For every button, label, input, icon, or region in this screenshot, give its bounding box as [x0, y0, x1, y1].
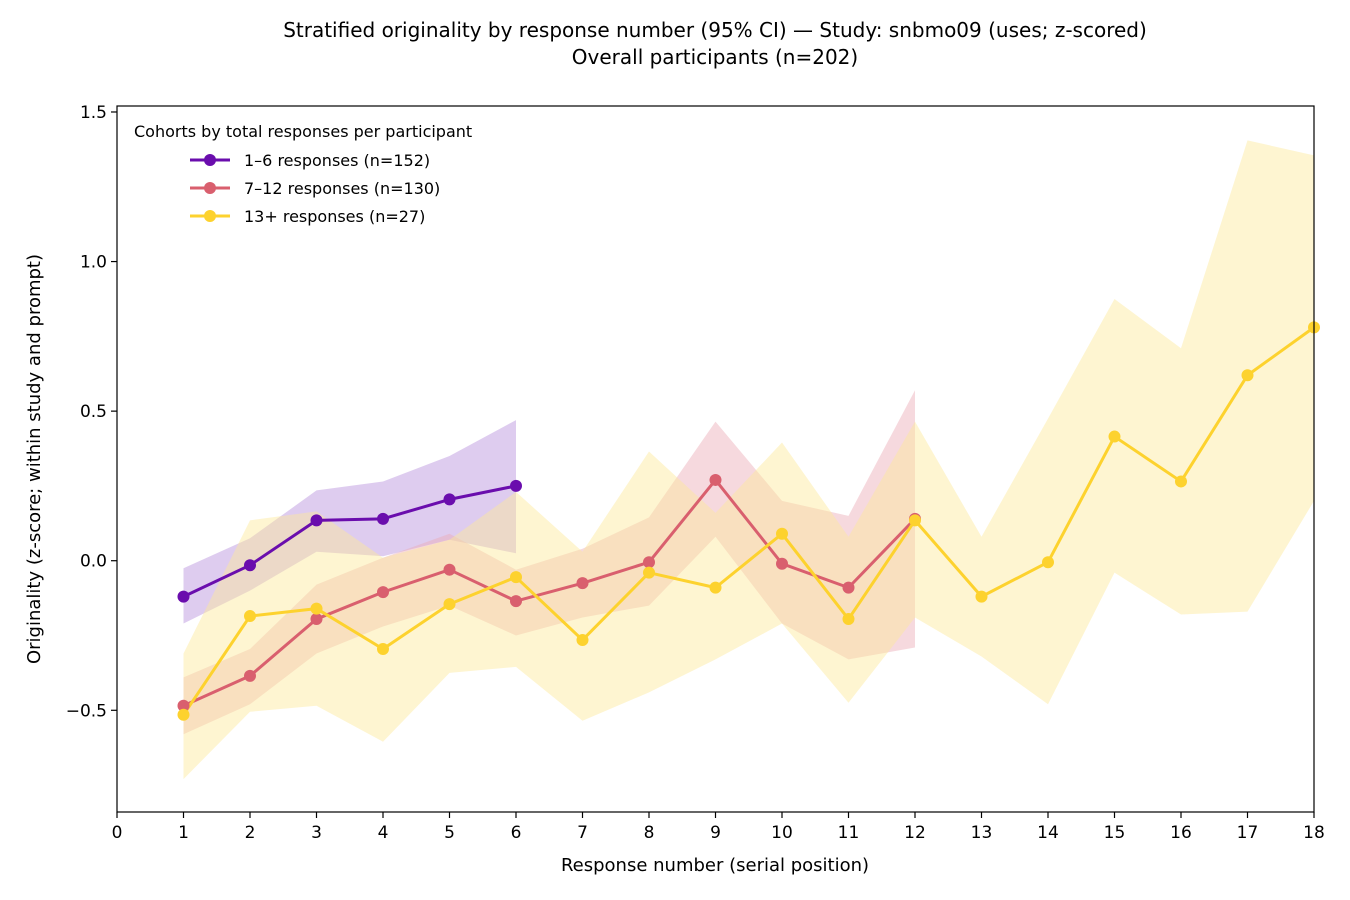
data-point-series-3-x12	[909, 514, 921, 527]
y-tick-label: −0.5	[66, 701, 107, 721]
x-tick-label: 18	[1303, 823, 1325, 843]
x-tick-label: 8	[644, 823, 655, 843]
legend-label-3: 13+ responses (n=27)	[244, 207, 425, 226]
data-point-series-3-x8	[643, 566, 655, 579]
x-tick-label: 2	[245, 823, 256, 843]
x-tick-label: 16	[1170, 823, 1192, 843]
data-point-series-2-x1	[177, 699, 190, 712]
x-tick-label: 7	[577, 823, 588, 843]
data-point-series-3-x15	[1108, 430, 1121, 443]
data-point-series-3-x7	[576, 633, 589, 646]
data-point-series-2-x8	[643, 556, 655, 569]
data-point-series-2-x11	[842, 581, 855, 594]
data-point-series-2-x10	[776, 557, 788, 570]
legend-title: Cohorts by total responses per participa…	[134, 122, 472, 141]
x-tick-label: 14	[1037, 823, 1059, 843]
data-point-series-3-x4	[377, 642, 389, 655]
data-point-series-3-x1	[177, 708, 190, 721]
data-point-series-3-x13	[975, 590, 988, 603]
data-point-series-1-x1	[177, 590, 190, 603]
data-point-series-2-x9	[709, 473, 722, 486]
y-tick-label: 1.0	[80, 253, 107, 273]
x-tick-label: 5	[444, 823, 455, 843]
x-tick-label: 3	[311, 823, 322, 843]
x-tick-label: 17	[1237, 823, 1259, 843]
ci-band-series-3	[183, 140, 1314, 780]
ci-band-series-1	[183, 420, 516, 624]
series-points	[177, 321, 1320, 721]
x-tick-label: 6	[511, 823, 522, 843]
data-point-series-3-x3	[310, 602, 323, 615]
x-tick-label: 1	[178, 823, 189, 843]
legend-label-1: 1–6 responses (n=152)	[244, 151, 430, 170]
series-line-3	[182, 325, 1314, 717]
legend: Cohorts by total responses per participa…	[134, 122, 472, 226]
data-point-series-2-x4	[377, 586, 389, 599]
x-tick-label: 11	[838, 823, 860, 843]
data-point-series-2-x2	[244, 669, 256, 682]
data-point-series-1-x2	[244, 559, 256, 572]
x-tick-label: 10	[771, 823, 793, 843]
ci-bands	[183, 140, 1314, 780]
chart-subtitle: Overall participants (n=202)	[572, 45, 858, 69]
y-tick-label: 0.0	[80, 552, 107, 572]
data-point-series-3-x2	[244, 610, 256, 623]
x-tick-label: 0	[112, 823, 123, 843]
y-tick-label: 0.5	[80, 402, 107, 422]
data-point-series-3-x10	[776, 527, 788, 540]
legend-label-2: 7–12 responses (n=130)	[244, 179, 440, 198]
data-point-series-1-x3	[310, 514, 323, 527]
data-point-series-2-x7	[576, 577, 589, 590]
data-point-series-3-x14	[1042, 556, 1054, 569]
legend-swatch-marker-3	[204, 210, 216, 222]
ci-band-series-2	[183, 390, 915, 735]
series-line-2	[182, 478, 917, 708]
data-point-series-2-x3	[310, 613, 323, 626]
data-point-series-3-x11	[842, 613, 855, 626]
chart-title: Stratified originality by response numbe…	[283, 18, 1147, 42]
x-tick-label: 4	[378, 823, 389, 843]
y-axis-ticks: −0.5 0.0 0.5 1.0 1.5	[66, 103, 117, 721]
data-point-series-3-x17	[1241, 369, 1254, 382]
x-tick-label: 13	[971, 823, 993, 843]
data-point-series-1-x6	[510, 479, 522, 492]
x-tick-label: 9	[710, 823, 721, 843]
data-point-series-3-x6	[510, 571, 522, 584]
data-point-series-3-x5	[443, 598, 456, 611]
y-axis-label: Originality (z-score; within study and p…	[24, 254, 45, 664]
data-point-series-3-x9	[709, 581, 722, 594]
data-point-series-1-x4	[377, 512, 389, 525]
data-point-series-3-x16	[1175, 475, 1187, 488]
x-tick-label: 15	[1104, 823, 1126, 843]
data-point-series-2-x5	[443, 563, 456, 576]
x-axis-label: Response number (serial position)	[561, 855, 869, 876]
y-tick-label: 1.5	[80, 103, 107, 123]
data-point-series-2-x6	[510, 595, 522, 608]
series-line-1	[182, 484, 518, 599]
series-lines	[182, 325, 1314, 717]
legend-swatch-marker-1	[204, 154, 216, 166]
data-point-series-1-x5	[443, 493, 456, 506]
legend-swatch-marker-2	[204, 182, 216, 194]
x-tick-label: 12	[904, 823, 926, 843]
x-axis-ticks: 0 1 2 3 4 5 6 7 8 9 10 11 12 13 14 15 16 17 18	[112, 812, 1325, 843]
